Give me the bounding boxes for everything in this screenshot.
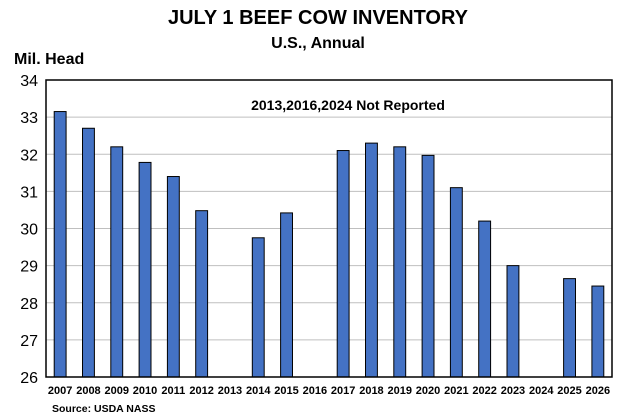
y-tick-label: 31: [20, 184, 38, 201]
y-tick-label: 26: [20, 370, 38, 387]
x-tick-label: 2014: [246, 385, 271, 397]
bar-2020: [421, 154, 435, 378]
x-tick-label: 2016: [303, 385, 327, 397]
x-tick-label: 2008: [76, 385, 100, 397]
x-tick-label: 2022: [472, 385, 496, 397]
y-tick-label: 34: [20, 73, 38, 90]
x-tick-label: 2018: [359, 385, 383, 397]
grid-lines: [46, 116, 612, 341]
x-tick-label: 2009: [105, 385, 129, 397]
bar-2025: [563, 278, 576, 378]
bar-2009: [110, 146, 124, 378]
y-tick-label: 30: [20, 222, 38, 239]
y-tick-label: 33: [20, 110, 38, 127]
y-tick-label: 28: [20, 296, 38, 313]
x-tick-label: 2023: [501, 385, 525, 397]
bar-2019: [393, 146, 407, 378]
y-tick-label: 32: [20, 147, 38, 164]
x-tick-label: 2024: [529, 385, 554, 397]
x-tick-label: 2019: [388, 385, 412, 397]
x-tick-label: 2010: [133, 385, 157, 397]
bar-2014: [251, 237, 265, 378]
x-tick-label: 2015: [274, 385, 298, 397]
bar-2015: [280, 212, 293, 378]
bar-2021: [449, 187, 463, 378]
bar-2018: [365, 142, 378, 378]
bar-2023: [506, 265, 520, 378]
bar-2012: [195, 210, 209, 378]
plot-area-frame: [45, 79, 613, 378]
x-tick-label: 2007: [48, 385, 72, 397]
bar-2017: [336, 150, 350, 378]
chart-subtitle: U.S., Annual: [271, 35, 365, 52]
x-tick-label: 2026: [586, 385, 610, 397]
bars: [53, 111, 605, 378]
x-tick-label: 2021: [444, 385, 468, 397]
x-tick-labels: 2007 2008 2009 2010 2011 2012 2013 2014 2015 2016…: [48, 385, 610, 397]
x-tick-label: 2011: [161, 385, 185, 397]
bar-2026: [591, 285, 605, 378]
x-tick-label: 2013: [218, 385, 242, 397]
chart-annotation: 2013,2016,2024 Not Reported: [251, 97, 445, 113]
x-tick-label: 2020: [416, 385, 440, 397]
y-axis-label: Mil. Head: [14, 51, 84, 68]
x-tick-label: 2012: [189, 385, 213, 397]
bar-2007: [53, 111, 67, 378]
x-tick-label: 2025: [557, 385, 581, 397]
y-tick-label: 27: [20, 333, 38, 350]
bar-2022: [478, 220, 492, 378]
source-note: Source: USDA NASS: [52, 403, 155, 415]
x-tick-label: 2017: [331, 385, 355, 397]
bar-2010: [138, 161, 152, 378]
y-tick-labels: 26 27 28 29 30 31 32 33 34: [20, 73, 38, 387]
y-tick-label: 29: [20, 259, 38, 276]
bar-2008: [82, 127, 95, 378]
chart-title: JULY 1 BEEF COW INVENTORY: [168, 7, 469, 29]
bar-2011: [166, 176, 180, 378]
